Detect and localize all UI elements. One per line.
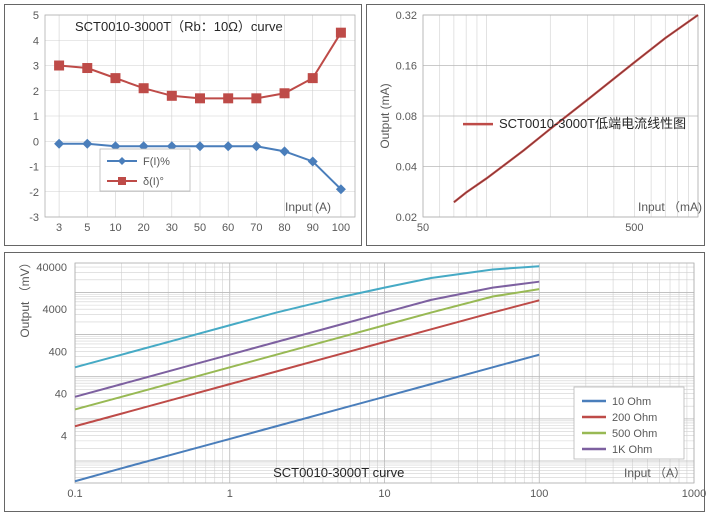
svg-text:0.08: 0.08 xyxy=(396,111,417,123)
chart-low-current: 0.02 0.04 0.08 0.16 0.32 50 500 Output (mA) Inpu… xyxy=(366,4,705,246)
svg-text:0: 0 xyxy=(33,136,39,148)
svg-text:1: 1 xyxy=(33,111,39,123)
svg-text:200 Ohm: 200 Ohm xyxy=(612,412,657,424)
svg-text:50: 50 xyxy=(417,222,429,234)
svg-text:90: 90 xyxy=(307,222,319,234)
svg-text:Output (mA): Output (mA) xyxy=(378,83,392,148)
svg-text:Input (A): Input (A) xyxy=(285,200,331,214)
svg-text:2: 2 xyxy=(33,86,39,98)
svg-text:4: 4 xyxy=(61,431,67,443)
svg-text:0.16: 0.16 xyxy=(396,61,417,73)
svg-text:60: 60 xyxy=(222,222,234,234)
svg-text:3: 3 xyxy=(56,222,62,234)
chart-output-curve: 0.1 1 10 100 1000 4 40 400 4000 40000 Output （mV） I… xyxy=(4,252,705,512)
chart1-title: SCT0010-3000T（Rb：10Ω）curve xyxy=(75,19,283,34)
svg-text:Input （mA): Input （mA) xyxy=(638,200,702,214)
svg-text:500: 500 xyxy=(625,222,643,234)
chart2-title: SCT0010-3000T低端电流线性图 xyxy=(499,116,686,131)
svg-text:-1: -1 xyxy=(29,162,39,174)
svg-text:100: 100 xyxy=(530,488,548,500)
svg-text:1K Ohm: 1K Ohm xyxy=(612,444,652,456)
svg-text:30: 30 xyxy=(166,222,178,234)
svg-text:-3: -3 xyxy=(29,212,39,224)
chart-f-delta: -3 -2 -1 0 1 2 3 4 5 3 5 10 20 30 50 60 70 80 90 100 SCT0010… xyxy=(4,4,362,246)
svg-text:1: 1 xyxy=(227,488,233,500)
svg-text:10 Ohm: 10 Ohm xyxy=(612,396,651,408)
svg-text:50: 50 xyxy=(194,222,206,234)
svg-text:5: 5 xyxy=(84,222,90,234)
svg-text:Input （A）: Input （A） xyxy=(624,466,686,480)
svg-text:40: 40 xyxy=(55,388,67,400)
svg-text:1000: 1000 xyxy=(682,488,706,500)
svg-text:0.04: 0.04 xyxy=(396,162,417,174)
svg-text:400: 400 xyxy=(49,346,67,358)
svg-text:4000: 4000 xyxy=(43,304,67,316)
svg-text:20: 20 xyxy=(138,222,150,234)
svg-text:0.32: 0.32 xyxy=(396,10,417,22)
svg-text:100: 100 xyxy=(332,222,350,234)
svg-text:40000: 40000 xyxy=(36,262,67,274)
svg-text:70: 70 xyxy=(250,222,262,234)
svg-text:Output （mV）: Output （mV） xyxy=(18,256,32,337)
svg-text:F(I)%: F(I)% xyxy=(143,156,170,168)
svg-text:10: 10 xyxy=(109,222,121,234)
svg-text:500 Ohm: 500 Ohm xyxy=(612,428,657,440)
svg-text:δ(I)°: δ(I)° xyxy=(143,176,164,188)
svg-text:10: 10 xyxy=(378,488,390,500)
svg-text:5: 5 xyxy=(33,10,39,22)
svg-text:0.1: 0.1 xyxy=(67,488,82,500)
svg-text:80: 80 xyxy=(278,222,290,234)
svg-text:0.02: 0.02 xyxy=(396,212,417,224)
chart3-title: SCT0010-3000T curve xyxy=(273,465,404,480)
svg-text:4: 4 xyxy=(33,35,39,47)
svg-text:-2: -2 xyxy=(29,187,39,199)
svg-text:3: 3 xyxy=(33,61,39,73)
